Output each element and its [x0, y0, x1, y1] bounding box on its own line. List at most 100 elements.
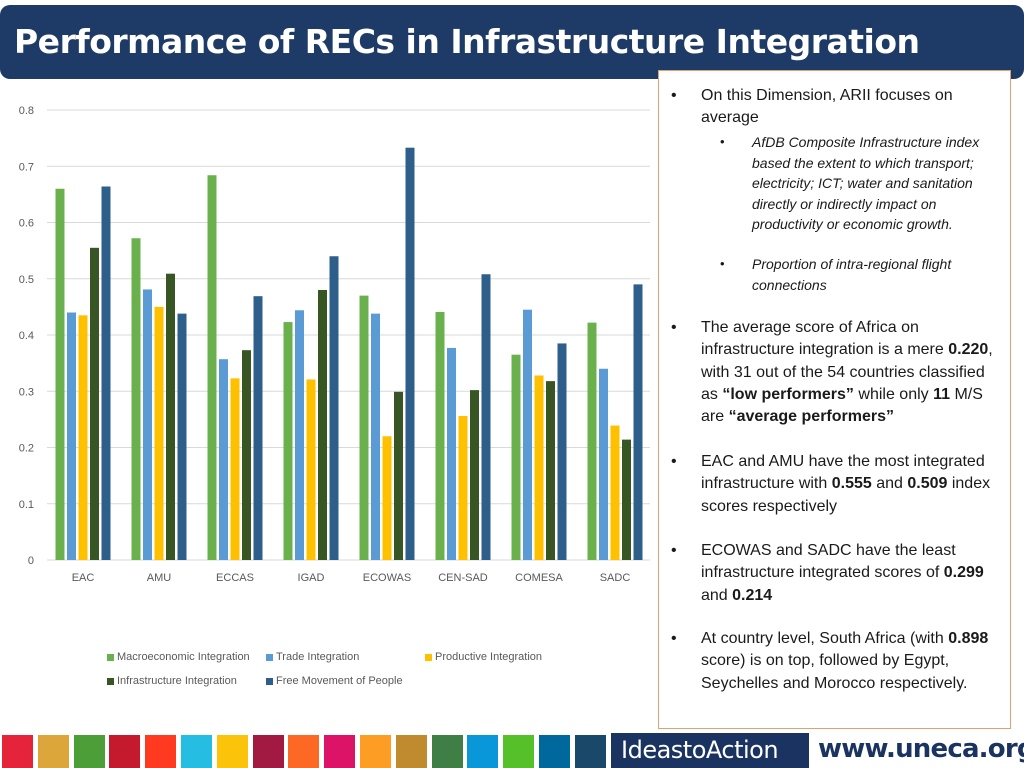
- b4-text-2: and: [701, 586, 733, 604]
- bar: [511, 354, 521, 560]
- legend-label: Trade Integration: [276, 651, 360, 663]
- y-tick-label: 0: [28, 555, 34, 567]
- bar: [481, 274, 491, 560]
- sdg-square: [252, 735, 284, 768]
- legend-item: Macroeconomic Integration: [107, 651, 250, 663]
- b4-text-1: ECOWAS and SADC have the least infrastru…: [701, 542, 956, 582]
- y-tick-label: 0.5: [19, 274, 34, 286]
- south-africa-score: 0.898: [948, 630, 989, 647]
- average-performers-label: “average performers”: [728, 408, 894, 426]
- sdg-square: [431, 735, 463, 768]
- b2-text-1: The average score of Africa on infrastru…: [701, 319, 949, 359]
- bar: [230, 378, 240, 560]
- bar: [67, 312, 76, 560]
- sdg-square: [145, 735, 177, 768]
- x-tick-label: AMU: [147, 572, 172, 584]
- bullet-1-text: On this Dimension, ARII focuses on avera…: [701, 87, 953, 127]
- legend-label: Infrastructure Integration: [117, 675, 237, 687]
- bar: [242, 350, 251, 560]
- bar: [470, 390, 479, 560]
- bar: [166, 273, 175, 560]
- sdg-square: [395, 735, 427, 768]
- legend-swatch: [266, 677, 273, 685]
- b3-text-2: and: [871, 475, 908, 493]
- bar: [359, 295, 369, 560]
- bar: [78, 315, 88, 560]
- bullet-1-marker: •: [671, 87, 677, 104]
- y-tick-label: 0.2: [19, 443, 34, 455]
- bar: [219, 359, 228, 560]
- b5-text-2: score) is on top, followed by Egypt, Sey…: [701, 652, 968, 692]
- sadc-score: 0.214: [732, 586, 773, 604]
- bar-chart: 0 0.1 0.2 0.3 0.4 0.5 0.6 0.7 0.8 EAC AMU ECCAS IGAD…: [19, 105, 650, 584]
- bullet-3-marker: •: [671, 453, 677, 470]
- bar: [131, 238, 141, 560]
- bar: [382, 436, 392, 560]
- y-tick-label: 0.3: [19, 386, 34, 398]
- low-performers-label: “low performers”: [722, 385, 854, 403]
- bullet-2-text: The average score of Africa on infrastru…: [701, 317, 1003, 428]
- b2-text-3: while only: [853, 385, 934, 403]
- bullet-4-text: ECOWAS and SADC have the least infrastru…: [701, 540, 1003, 607]
- y-tick-label: 0.4: [19, 330, 34, 342]
- bar: [435, 311, 445, 560]
- title-bar: Performance of RECs in Infrastructure In…: [0, 5, 1024, 79]
- bar: [546, 381, 555, 560]
- sub-bullet-1-text: AfDB Composite Infrastructure index base…: [752, 134, 980, 232]
- y-tick-label: 0.1: [19, 499, 34, 511]
- sdg-square: [503, 735, 535, 768]
- sub-bullet-1-marker: •: [720, 134, 725, 149]
- sub-bullet-2-text: Proportion of intra-regional flight conn…: [752, 256, 952, 293]
- footer: IdeastoAction www.uneca.org: [0, 731, 1024, 768]
- b2-text-2: , with 31 out of the 54 countries classi…: [701, 341, 993, 403]
- bullet-4-marker: •: [671, 542, 677, 559]
- bar: [447, 347, 456, 560]
- eac-score: 0.555: [831, 475, 872, 493]
- bar: [253, 296, 263, 560]
- bar: [394, 391, 403, 560]
- sdg-square: [73, 735, 105, 768]
- y-tick-label: 0.6: [19, 218, 34, 230]
- legend-item: Trade Integration: [266, 651, 359, 663]
- bar: [101, 186, 111, 560]
- bar: [306, 379, 316, 560]
- ecowas-score: 0.299: [943, 564, 984, 582]
- bar: [177, 313, 187, 560]
- legend-item: Infrastructure Integration: [107, 675, 237, 687]
- bar: [207, 175, 217, 560]
- sdg-square: [216, 735, 248, 768]
- bar: [405, 147, 415, 560]
- sdg-square: [2, 735, 33, 768]
- y-tick-label: 0.8: [19, 105, 34, 117]
- bar: [622, 439, 631, 560]
- bar: [154, 306, 164, 560]
- slide-title: Performance of RECs in Infrastructure In…: [14, 22, 920, 61]
- average-performers-count: 11: [933, 385, 951, 403]
- bar: [371, 313, 380, 560]
- sdg-square: [467, 735, 499, 768]
- sub-bullet-2-marker: •: [720, 256, 725, 271]
- y-tick-label: 0.7: [19, 161, 34, 173]
- bar: [599, 368, 608, 560]
- sdg-square: [360, 735, 391, 768]
- sdg-square: [288, 735, 320, 768]
- x-tick-label: EAC: [72, 572, 95, 584]
- legend-swatch: [107, 653, 114, 661]
- legend-item: Productive Integration: [425, 651, 542, 663]
- bullet-5-marker: •: [671, 630, 677, 647]
- x-tick-label: CEN-SAD: [438, 572, 488, 584]
- bullet-5-text: At country level, South Africa (with 0.8…: [701, 628, 1003, 695]
- b5-text-1: At country level, South Africa (with: [701, 630, 949, 647]
- x-tick-label: COMESA: [515, 572, 563, 584]
- bar: [557, 343, 567, 560]
- sdg-square: [181, 735, 212, 768]
- bar: [283, 322, 293, 560]
- bar: [55, 188, 65, 560]
- legend-label: Macroeconomic Integration: [117, 651, 250, 663]
- b2-text-4: M/S are: [701, 385, 983, 426]
- bar: [523, 309, 532, 560]
- x-tick-label: SADC: [600, 572, 631, 584]
- bar: [633, 284, 643, 560]
- legend-label: Free Movement of People: [276, 675, 403, 687]
- sdg-square: [574, 735, 606, 768]
